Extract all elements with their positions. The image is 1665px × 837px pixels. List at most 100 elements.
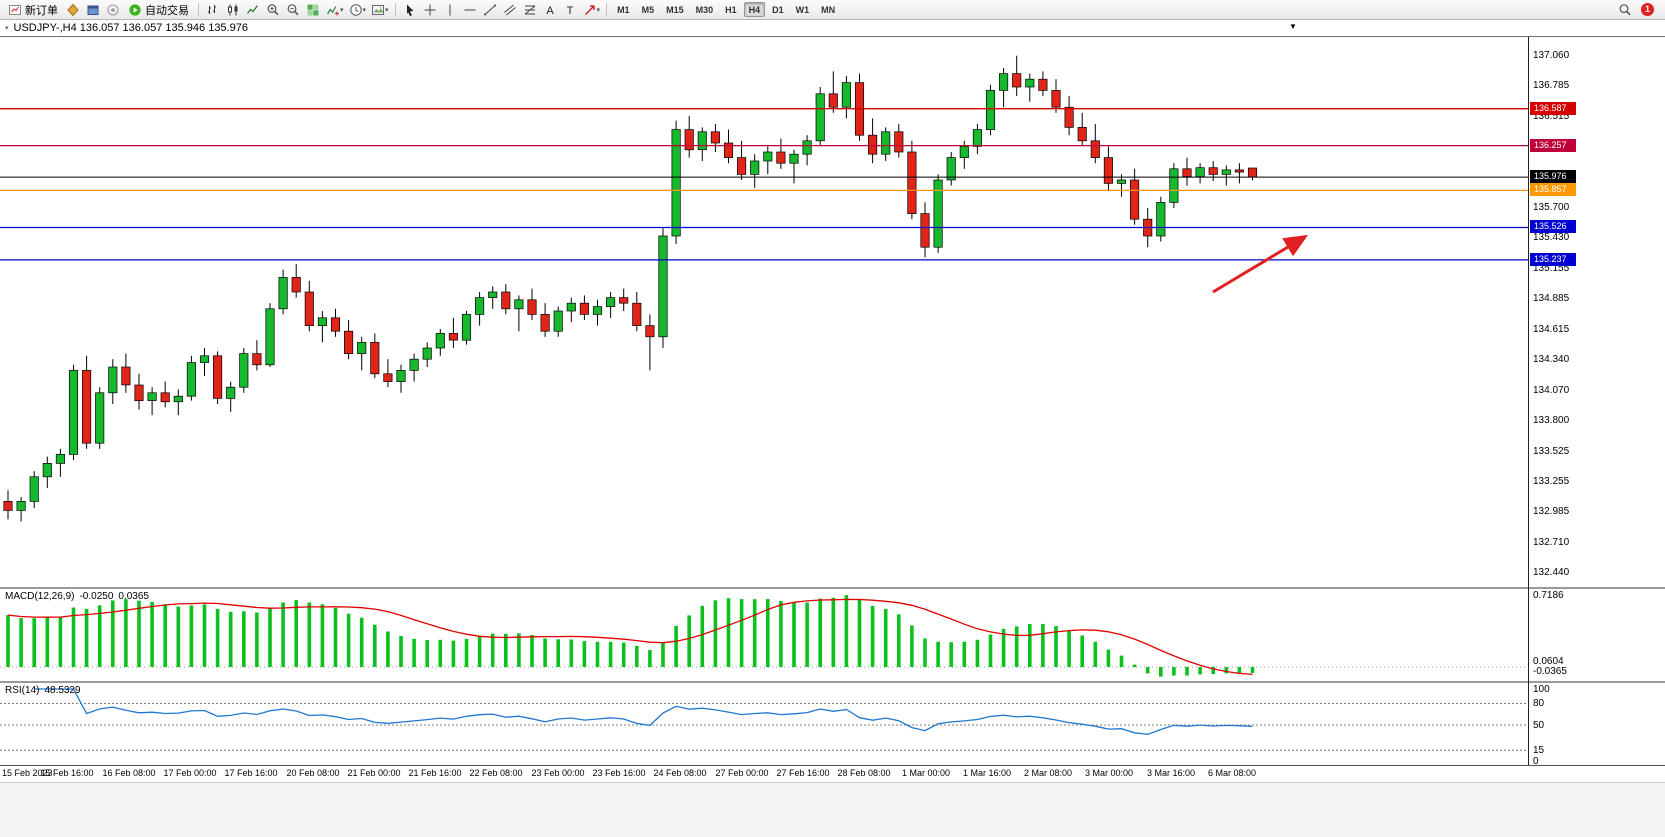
dropdown-caret-icon[interactable]: ▾: [362, 6, 367, 14]
cursor-icon[interactable]: [400, 1, 420, 19]
price-tick: 137.060: [1533, 50, 1570, 61]
price-axis[interactable]: 137.060 136.785 136.515 135.700 135.430 135.1…: [1529, 20, 1665, 767]
bar-chart-icon[interactable]: [203, 1, 223, 19]
toolbar-right-groups: 1: [1615, 1, 1662, 19]
price-tick: 132.710: [1533, 537, 1570, 548]
timeframe-h1-button[interactable]: H1: [720, 2, 742, 17]
expert-advisor-icon[interactable]: [103, 1, 123, 19]
dropdown-caret-icon[interactable]: ▾: [340, 6, 344, 14]
horizontal-lines[interactable]: [0, 108, 1528, 261]
trendline-icon[interactable]: [480, 1, 500, 19]
price-tick: 133.525: [1533, 446, 1570, 457]
price-level-badge: 136.587: [1530, 102, 1576, 115]
price-tick: 132.440: [1533, 567, 1570, 578]
macd-scale-label: 0.0604: [1533, 656, 1564, 667]
timeframe-d1-button[interactable]: D1: [767, 2, 789, 17]
trend-arrow-annotation[interactable]: [1212, 234, 1309, 294]
channel-icon[interactable]: [500, 1, 520, 19]
rsi-scale-label: 15: [1533, 745, 1545, 756]
main-price-pane[interactable]: [0, 37, 1528, 587]
time-label: 23 Feb 16:00: [592, 768, 646, 778]
time-label: 23 Feb 00:00: [531, 768, 585, 778]
time-label: 20 Feb 08:00: [286, 768, 340, 778]
notification-badge[interactable]: 1: [1641, 3, 1654, 16]
price-tick: 133.800: [1533, 415, 1570, 426]
timeframe-m30-button[interactable]: M30: [691, 2, 719, 17]
time-label: 21 Feb 16:00: [408, 768, 462, 778]
time-label: 6 Mar 08:00: [1207, 768, 1257, 778]
timeframe-h4-button[interactable]: H4: [743, 2, 766, 17]
arrows-icon[interactable]: [580, 1, 600, 19]
label-icon[interactable]: T: [560, 1, 580, 19]
timeframe-m1-button[interactable]: M1: [612, 2, 635, 17]
templates-icon[interactable]: [368, 1, 388, 19]
market-watch-icon[interactable]: [63, 1, 83, 19]
price-tick: 136.785: [1533, 80, 1570, 91]
tile-windows-icon[interactable]: [303, 1, 323, 19]
vertical-line-icon[interactable]: [440, 1, 460, 19]
chart-header: ▾ USDJPY-,H4 136.057 136.057 135.946 135…: [0, 20, 1665, 37]
time-label: 27 Feb 16:00: [776, 768, 830, 778]
price-tick: 133.255: [1533, 476, 1570, 487]
rsi-name: RSI(14): [5, 685, 40, 696]
time-axis-border: [0, 765, 1665, 766]
zoom-in-icon[interactable]: [263, 1, 283, 19]
timeframe-m5-button[interactable]: M5: [637, 2, 660, 17]
search-icon[interactable]: [1615, 1, 1635, 19]
price-chart-window[interactable]: ▾ USDJPY-,H4 136.057 136.057 135.946 135…: [0, 20, 1665, 782]
rsi-value: 48.5329: [44, 685, 81, 696]
macd-name: MACD(12,26,9): [5, 591, 75, 602]
horizontal-line-icon[interactable]: [460, 1, 480, 19]
toolbar-separator: [394, 3, 396, 16]
time-label: 3 Mar 00:00: [1084, 768, 1134, 778]
bottom-area: [0, 782, 1665, 837]
rsi-label: RSI(14) 48.5329: [5, 685, 81, 696]
navigator-icon[interactable]: [83, 1, 103, 19]
pane-splitter[interactable]: [0, 587, 1665, 589]
timeframe-m15-button[interactable]: M15: [661, 2, 689, 17]
zoom-out-icon[interactable]: [283, 1, 303, 19]
time-label: 22 Feb 08:00: [469, 768, 523, 778]
time-marker-icon: ▼: [1289, 22, 1297, 31]
indicators-icon[interactable]: [323, 1, 343, 19]
line-chart-icon[interactable]: [243, 1, 263, 19]
toolbar-left-groups: 新订单 自动交易 ▾ ▾ ▾ A T ▾ M1 M5 M15 M30 H1 H4 D1 W1 MN: [3, 1, 1615, 19]
time-label: 28 Feb 08:00: [837, 768, 891, 778]
time-label: 1 Mar 00:00: [901, 768, 951, 778]
time-label: 1 Mar 16:00: [962, 768, 1012, 778]
dropdown-caret-icon[interactable]: ▾: [385, 6, 389, 14]
price-level-badge: 136.257: [1530, 139, 1576, 152]
main-toolbar: 新订单 自动交易 ▾ ▾ ▾ A T ▾ M1 M5 M15 M30 H1 H4 D1 W1 MN 1: [0, 0, 1665, 20]
rsi-pane[interactable]: [0, 683, 1528, 763]
candlestick-icon[interactable]: [223, 1, 243, 19]
text-icon[interactable]: A: [540, 1, 560, 19]
macd-pane[interactable]: [0, 589, 1528, 681]
candles: [3, 55, 1258, 522]
price-tick: 135.155: [1533, 263, 1570, 274]
price-tick: 134.885: [1533, 293, 1570, 304]
time-label: 3 Mar 16:00: [1146, 768, 1196, 778]
new-order-button[interactable]: 新订单: [3, 1, 63, 18]
time-axis[interactable]: 15 Feb 2023 15 Feb 16:00 16 Feb 08:00 17 Fe…: [0, 766, 1528, 782]
dropdown-caret-icon[interactable]: ▾: [596, 6, 601, 14]
macd-histogram: [6, 595, 1255, 677]
macd-signal-value: 0.0365: [118, 591, 149, 602]
price-tick: 132.985: [1533, 506, 1570, 517]
fibonacci-icon[interactable]: [520, 1, 540, 19]
price-level-badge: 135.526: [1530, 220, 1576, 233]
collapse-icon[interactable]: ▾: [5, 25, 9, 32]
pane-splitter[interactable]: [0, 681, 1665, 683]
price-axis-border: [1528, 37, 1529, 766]
price-level-badge: 135.857: [1530, 183, 1576, 196]
timeframe-w1-button[interactable]: W1: [791, 2, 815, 17]
rsi-line: [34, 688, 1253, 735]
timeframe-mn-button[interactable]: MN: [816, 2, 840, 17]
toolbar-separator: [198, 3, 199, 16]
time-label: 15 Feb 16:00: [40, 768, 94, 778]
price-tick: 135.430: [1533, 232, 1570, 243]
auto-trading-button[interactable]: 自动交易: [123, 1, 194, 18]
crosshair-icon[interactable]: [420, 1, 440, 19]
periods-icon[interactable]: [346, 1, 366, 19]
macd-main-value: -0.0250: [79, 591, 114, 602]
